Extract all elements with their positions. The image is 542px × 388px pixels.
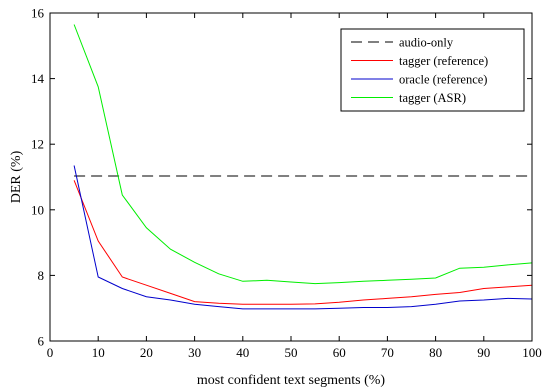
y-tick-label: 8 bbox=[38, 268, 45, 283]
y-tick-label: 14 bbox=[31, 71, 45, 86]
x-tick-label: 100 bbox=[522, 345, 542, 360]
x-tick-label: 40 bbox=[236, 345, 249, 360]
legend-label: oracle (reference) bbox=[399, 73, 487, 87]
y-tick-label: 10 bbox=[31, 202, 44, 217]
y-tick-label: 12 bbox=[31, 137, 44, 152]
x-tick-label: 0 bbox=[47, 345, 54, 360]
y-tick-label: 16 bbox=[31, 6, 45, 21]
x-tick-label: 60 bbox=[333, 345, 346, 360]
x-tick-label: 30 bbox=[188, 345, 201, 360]
x-tick-label: 70 bbox=[381, 345, 394, 360]
x-tick-label: 10 bbox=[92, 345, 105, 360]
y-axis-label: DER (%) bbox=[9, 150, 24, 203]
chart-legend: audio-only tagger (reference) oracle (refe… bbox=[340, 28, 525, 112]
x-axis-label: most confident text segments (%) bbox=[197, 373, 386, 388]
legend-label: audio-only bbox=[399, 36, 454, 50]
axis-ticks: 0 10 20 30 40 50 60 70 80 90 100 6 8 10 12 14 16 bbox=[31, 6, 542, 361]
x-tick-label: 50 bbox=[285, 345, 298, 360]
series-line-oracle-reference bbox=[73, 165, 533, 310]
plot-frame bbox=[49, 12, 533, 342]
series-line-tagger-reference bbox=[73, 180, 533, 305]
y-tick-label: 6 bbox=[38, 334, 45, 349]
series-line-tagger-asr bbox=[73, 24, 533, 285]
x-tick-label: 80 bbox=[429, 345, 442, 360]
legend-label: tagger (reference) bbox=[399, 54, 488, 68]
plot-series bbox=[73, 24, 533, 310]
x-tick-label: 20 bbox=[140, 345, 153, 360]
legend-label: tagger (ASR) bbox=[399, 91, 466, 105]
x-tick-label: 90 bbox=[477, 345, 490, 360]
